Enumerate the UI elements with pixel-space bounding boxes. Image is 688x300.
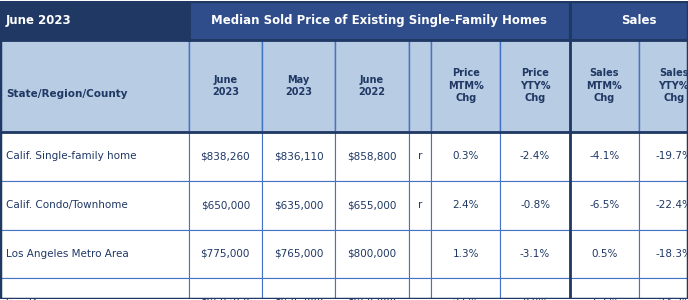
Text: 2.5%: 2.5% (453, 298, 479, 300)
Text: $950,000: $950,000 (347, 298, 397, 300)
Bar (570, 40, 639, 132)
Text: -2.4%: -2.4% (520, 151, 550, 161)
Text: 0.5%: 0.5% (591, 249, 618, 259)
Text: $765,000: $765,000 (274, 249, 323, 259)
Text: Los Angeles Metro Area: Los Angeles Metro Area (6, 249, 129, 259)
Bar (0, 230, 189, 278)
Text: May
2023: May 2023 (285, 75, 312, 97)
Bar (639, 230, 688, 278)
Bar (570, 278, 639, 300)
Text: 1.3%: 1.3% (453, 249, 479, 259)
Bar (409, 181, 431, 230)
Bar (570, 181, 639, 230)
Bar (335, 278, 409, 300)
Text: -6.5%: -6.5% (590, 200, 620, 210)
Bar (570, 132, 639, 181)
Text: Sales
YTY%
Chg: Sales YTY% Chg (658, 68, 688, 103)
Bar (0, 1, 189, 40)
Text: Calif. Condo/Townhome: Calif. Condo/Townhome (6, 200, 128, 210)
Bar (431, 230, 500, 278)
Text: San Diego: San Diego (6, 298, 59, 300)
Bar (409, 230, 431, 278)
Text: Median Sold Price of Existing Single-Family Homes: Median Sold Price of Existing Single-Fam… (211, 14, 547, 27)
Text: $635,000: $635,000 (274, 200, 323, 210)
Text: $958,250: $958,250 (200, 298, 250, 300)
Text: -24.3%: -24.3% (655, 298, 688, 300)
Bar (262, 40, 335, 132)
Text: -6.6%: -6.6% (590, 298, 620, 300)
Text: $655,000: $655,000 (347, 200, 397, 210)
Text: r: r (418, 151, 422, 161)
Bar (639, 181, 688, 230)
Text: Calif. Single-family home: Calif. Single-family home (6, 151, 137, 161)
Bar (431, 278, 500, 300)
Bar (409, 278, 431, 300)
Bar (262, 181, 335, 230)
Bar (335, 181, 409, 230)
Bar (335, 230, 409, 278)
Text: -19.7%: -19.7% (655, 151, 688, 161)
Text: -3.1%: -3.1% (520, 249, 550, 259)
Text: 0.9%: 0.9% (522, 298, 548, 300)
Bar (409, 132, 431, 181)
Bar (0, 278, 189, 300)
Text: 2.4%: 2.4% (453, 200, 479, 210)
Text: -0.8%: -0.8% (520, 200, 550, 210)
Text: -22.4%: -22.4% (655, 200, 688, 210)
Bar (500, 181, 570, 230)
Bar (500, 40, 570, 132)
Bar (262, 230, 335, 278)
Text: State/Region/County: State/Region/County (6, 89, 127, 99)
Text: -4.1%: -4.1% (590, 151, 620, 161)
Bar (409, 40, 431, 132)
Text: Sales
MTM%
Chg: Sales MTM% Chg (587, 68, 622, 103)
Bar (262, 132, 335, 181)
Text: $858,800: $858,800 (347, 151, 397, 161)
Bar (570, 1, 688, 40)
Bar (639, 132, 688, 181)
Bar (189, 278, 262, 300)
Bar (0, 40, 189, 132)
Text: June
2022: June 2022 (358, 75, 385, 97)
Bar (500, 230, 570, 278)
Bar (189, 1, 570, 40)
Bar (335, 132, 409, 181)
Bar (189, 132, 262, 181)
Text: Price
YTY%
Chg: Price YTY% Chg (520, 68, 550, 103)
Text: June
2023: June 2023 (212, 75, 239, 97)
Text: June 2023: June 2023 (6, 14, 72, 27)
Text: Price
MTM%
Chg: Price MTM% Chg (448, 68, 484, 103)
Text: Sales: Sales (621, 14, 657, 27)
Bar (189, 40, 262, 132)
Bar (639, 278, 688, 300)
Bar (500, 278, 570, 300)
Text: $800,000: $800,000 (347, 249, 396, 259)
Text: $836,110: $836,110 (274, 151, 323, 161)
Text: $650,000: $650,000 (201, 200, 250, 210)
Bar (639, 40, 688, 132)
Text: r: r (418, 200, 422, 210)
Bar (431, 40, 500, 132)
Text: 0.3%: 0.3% (453, 151, 479, 161)
Text: $935,000: $935,000 (274, 298, 323, 300)
Bar (0, 181, 189, 230)
Text: -18.3%: -18.3% (655, 249, 688, 259)
Bar (431, 132, 500, 181)
Bar (431, 181, 500, 230)
Text: $838,260: $838,260 (200, 151, 250, 161)
Bar (570, 230, 639, 278)
Bar (500, 132, 570, 181)
Bar (189, 230, 262, 278)
Bar (335, 40, 409, 132)
Text: $775,000: $775,000 (201, 249, 250, 259)
Bar (262, 278, 335, 300)
Bar (189, 181, 262, 230)
Bar (0, 132, 189, 181)
